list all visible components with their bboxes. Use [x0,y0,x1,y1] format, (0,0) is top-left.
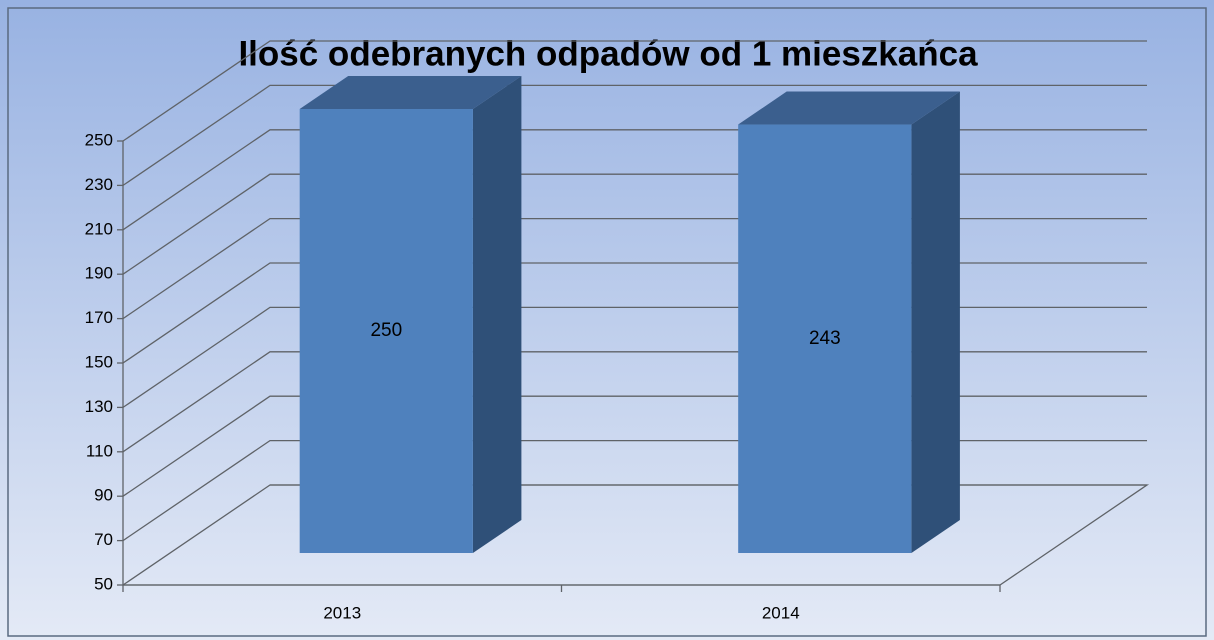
x-tick-label: 2013 [323,603,361,622]
bar [738,124,912,553]
chart-title: Ilość odebranych odpadów od 1 mieszkańca [238,34,978,73]
bar-top [738,91,960,125]
chart-border [7,7,1207,637]
y-tick-label: 90 [94,486,113,505]
bar-side [911,91,960,553]
y-tick-label: 130 [85,397,113,416]
y-tick-label: 210 [85,219,113,238]
grid-line [122,84,1147,186]
y-tick-label: 230 [85,175,113,194]
y-tick-label: 170 [85,308,113,327]
y-tick-label: 110 [86,441,113,460]
x-tick-label: 2014 [762,603,800,622]
bar [299,109,473,553]
y-tick-label: 250 [85,130,113,149]
y-tick-label: 150 [85,352,113,371]
grid-line [122,40,1147,142]
data-label: 250 [370,320,402,341]
bar-side [472,76,522,553]
y-tick-label: 190 [85,264,113,283]
data-label: 243 [809,328,841,349]
bar-top [299,76,522,109]
y-tick-label: 70 [94,530,113,549]
y-tick-label: 50 [94,574,113,593]
